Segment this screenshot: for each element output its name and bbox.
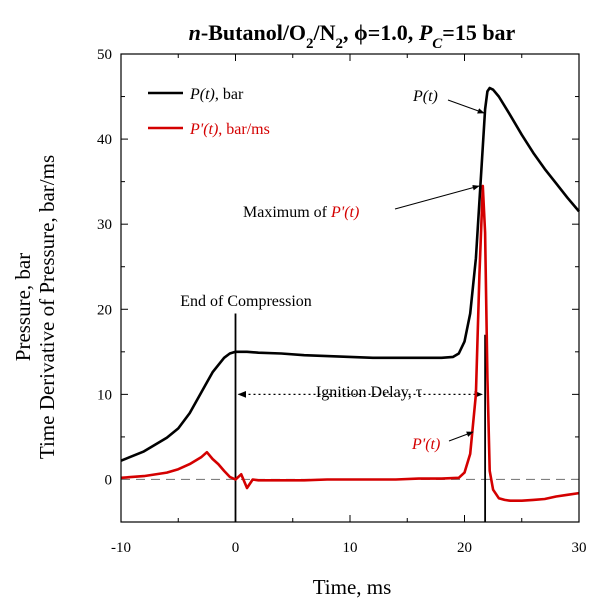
y-tick-label: 40: [97, 132, 112, 148]
y-tick-label: 50: [97, 47, 112, 63]
legend: P(t), bar P'(t), bar/ms: [148, 86, 270, 138]
x-axis-label: Time, ms: [313, 575, 392, 599]
x-tick-label: 30: [572, 540, 587, 556]
series-line-pressure: [120, 86, 580, 462]
legend-derivative-italic: P'(t): [189, 121, 218, 138]
legend-pressure-rest: , bar: [215, 86, 244, 103]
y-tick-label: 0: [105, 472, 113, 488]
title-sub3: C: [432, 36, 443, 52]
x-tick-label: 0: [232, 540, 240, 556]
title-part2: /N: [313, 20, 336, 45]
series-line-derivative: [120, 184, 580, 502]
y-tick-label: 20: [97, 302, 112, 318]
y-axis-label-1: Pressure, bar: [11, 253, 35, 361]
annotation-maximum: Maximum of P'(t): [243, 204, 359, 221]
title-n: n: [189, 20, 201, 45]
y-tick-label: 30: [97, 217, 112, 233]
x-tick-label: 10: [343, 540, 358, 556]
legend-derivative-rest: , bar/ms: [218, 121, 270, 138]
annotation-maximum-italic: P'(t): [330, 204, 359, 221]
title-part4: =15 bar: [442, 20, 515, 45]
chart-title: n-Butanol/O2/N2, ϕ=1.0, PC=15 bar: [189, 20, 516, 52]
plot-frame: [120, 53, 580, 523]
annotation-ignition-delay: Ignition Delay, τ: [316, 384, 423, 401]
y-axis-label-2: Time Derivative of Pressure, bar/ms: [35, 155, 59, 459]
annotation-pprime-label: P'(t): [411, 436, 440, 453]
arrow-p-label: [447, 99, 485, 114]
x-tick-label: 20: [457, 540, 472, 556]
legend-label-derivative: P'(t), bar/ms: [189, 121, 270, 138]
annotation-maximum-prefix: Maximum of: [243, 204, 331, 221]
legend-pressure-italic: P(t): [189, 86, 215, 103]
y-tick-label: 10: [97, 387, 112, 403]
annotation-p-label: P(t): [412, 88, 438, 105]
arrow-maximum: [394, 184, 480, 210]
title-part1: -Butanol/O: [201, 20, 306, 45]
x-tick-label: -10: [111, 540, 131, 556]
annotations: End of Compression Ignition Delay, τ Max…: [180, 88, 485, 453]
title-part3: , ϕ=1.0,: [343, 20, 419, 45]
title-p: P: [418, 20, 433, 45]
arrow-pprime-label: [448, 431, 474, 442]
series-lines: [120, 86, 580, 502]
legend-label-pressure: P(t), bar: [189, 86, 244, 103]
annotation-end-of-compression: End of Compression: [180, 293, 312, 310]
title-sub2: 2: [336, 36, 344, 52]
reference-lines: [121, 313, 579, 522]
title-sub1: 2: [306, 36, 314, 52]
